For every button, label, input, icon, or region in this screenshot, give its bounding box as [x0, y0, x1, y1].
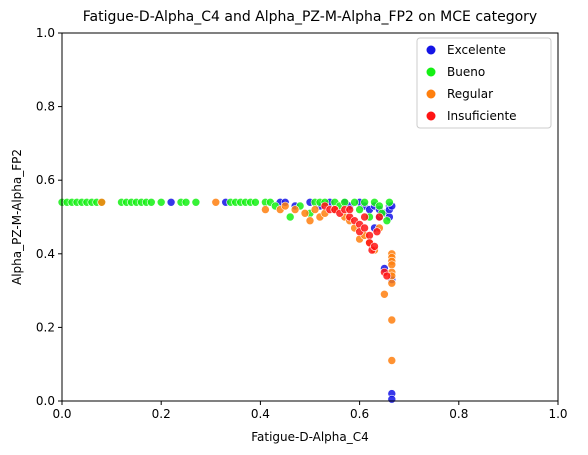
- data-point-insuficiente: [360, 212, 369, 222]
- legend-marker-excelente: [426, 45, 436, 55]
- x-tick-label: 0.0: [52, 407, 71, 421]
- data-point-bueno: [156, 198, 166, 207]
- y-tick-label: 0.4: [36, 247, 55, 261]
- data-point-regular: [290, 205, 300, 214]
- legend-marker-insuficiente: [426, 111, 436, 121]
- data-point-bueno: [181, 198, 191, 207]
- data-point-regular: [305, 216, 315, 225]
- legend-label-insuficiente: Insuficiente: [447, 109, 517, 123]
- data-point-regular: [97, 198, 106, 207]
- axis-ticks: 0.0 0.2 0.4 0.6 0.8 1.0 0.0 0.2 0.4 0.6 0.8 1.0: [36, 26, 568, 421]
- data-point-insuficiente: [345, 205, 355, 214]
- data-point-bueno: [375, 201, 384, 211]
- data-point-bueno: [340, 198, 350, 207]
- legend-box: [416, 37, 552, 129]
- data-point-bueno: [360, 198, 369, 207]
- data-point-regular: [211, 198, 221, 207]
- y-tick-label: 0.0: [36, 394, 55, 408]
- legend-label-regular: Regular: [447, 87, 493, 101]
- data-point-regular: [310, 205, 320, 214]
- axes-frame: [61, 32, 559, 402]
- data-point-insuficiente: [372, 227, 382, 236]
- data-point-bueno: [191, 198, 201, 207]
- data-point-regular: [387, 356, 397, 365]
- data-point-insuficiente: [375, 212, 384, 222]
- data-point-regular: [387, 278, 397, 288]
- data-point-excelente: [166, 198, 176, 207]
- plot-area: [57, 198, 397, 404]
- data-point-bueno: [382, 216, 392, 225]
- legend-label-bueno: Bueno: [447, 65, 485, 79]
- data-point-insuficiente: [370, 242, 379, 251]
- data-point-regular: [387, 315, 397, 325]
- legend-label-excelente: Excelente: [447, 43, 506, 57]
- data-point-bueno: [350, 198, 359, 207]
- x-tick-label: 1.0: [548, 407, 567, 421]
- x-tick-label: 0.6: [350, 407, 369, 421]
- data-point-regular: [300, 209, 310, 218]
- x-tick-label: 0.8: [449, 407, 468, 421]
- legend-marker-bueno: [426, 67, 436, 77]
- data-point-insuficiente: [360, 223, 369, 233]
- x-axis-label: Fatigue-D-Alpha_C4: [251, 430, 369, 444]
- data-point-bueno: [355, 205, 364, 214]
- data-point-regular: [261, 205, 270, 214]
- x-tick-label: 0.2: [152, 407, 171, 421]
- y-tick-label: 0.2: [36, 320, 55, 334]
- data-point-bueno: [285, 212, 295, 222]
- legend: Excelente Bueno Regular Insuficiente: [416, 37, 552, 129]
- y-tick-label: 1.0: [36, 26, 55, 40]
- chart-title: Fatigue-D-Alpha_C4 and Alpha_PZ-M-Alpha_…: [83, 9, 537, 25]
- data-point-regular: [280, 201, 290, 211]
- data-point-bueno: [251, 198, 260, 207]
- data-point-regular: [387, 260, 397, 270]
- data-point-bueno: [385, 198, 394, 207]
- y-tick-label: 0.6: [36, 173, 55, 187]
- data-point-insuficiente: [365, 231, 374, 240]
- data-point-regular: [380, 289, 389, 299]
- y-axis-label: Alpha_PZ-M-Alpha_FP2: [10, 149, 24, 285]
- x-tick-label: 0.4: [251, 407, 270, 421]
- y-tick-label: 0.8: [36, 100, 55, 114]
- data-point-excelente: [387, 394, 397, 404]
- data-point-bueno: [147, 198, 156, 207]
- data-point-insuficiente: [382, 271, 392, 281]
- legend-marker-regular: [426, 89, 436, 99]
